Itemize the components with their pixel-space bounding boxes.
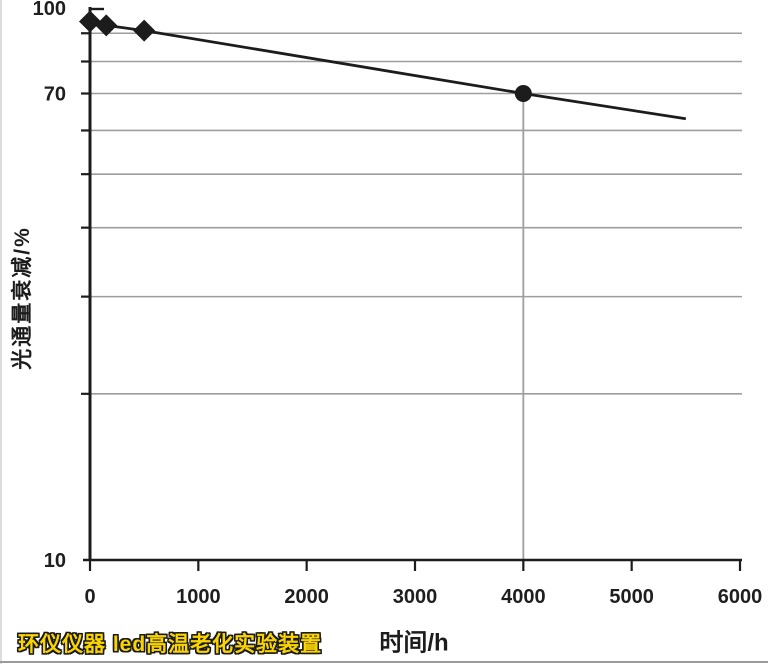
marker-diamond <box>95 14 118 37</box>
marker-circle <box>514 85 532 103</box>
image-left-border <box>0 0 2 664</box>
image-bottom-border <box>0 661 768 663</box>
x-tick-label: 2000 <box>284 586 329 608</box>
y-axis-title: 光通量衰减/% <box>11 226 34 370</box>
x-tick-label: 1000 <box>176 586 221 608</box>
y-tick-label: 100 <box>33 0 66 20</box>
x-tick-label: 0 <box>84 586 95 608</box>
x-axis-title: 时间/h <box>379 629 449 657</box>
x-tick-label: 4000 <box>501 586 546 608</box>
x-tick-label: 5000 <box>609 586 654 608</box>
marker-diamond <box>79 10 101 33</box>
y-tick-label: 70 <box>44 84 66 106</box>
series-line <box>89 20 687 121</box>
y-tick-label: 10 <box>44 550 66 572</box>
x-tick-label: 6000 <box>718 586 763 608</box>
watermark-text: 环仪仪器 led高温老化实验装置 <box>18 633 323 656</box>
marker-diamond <box>133 19 156 42</box>
x-tick-label: 3000 <box>393 586 438 608</box>
